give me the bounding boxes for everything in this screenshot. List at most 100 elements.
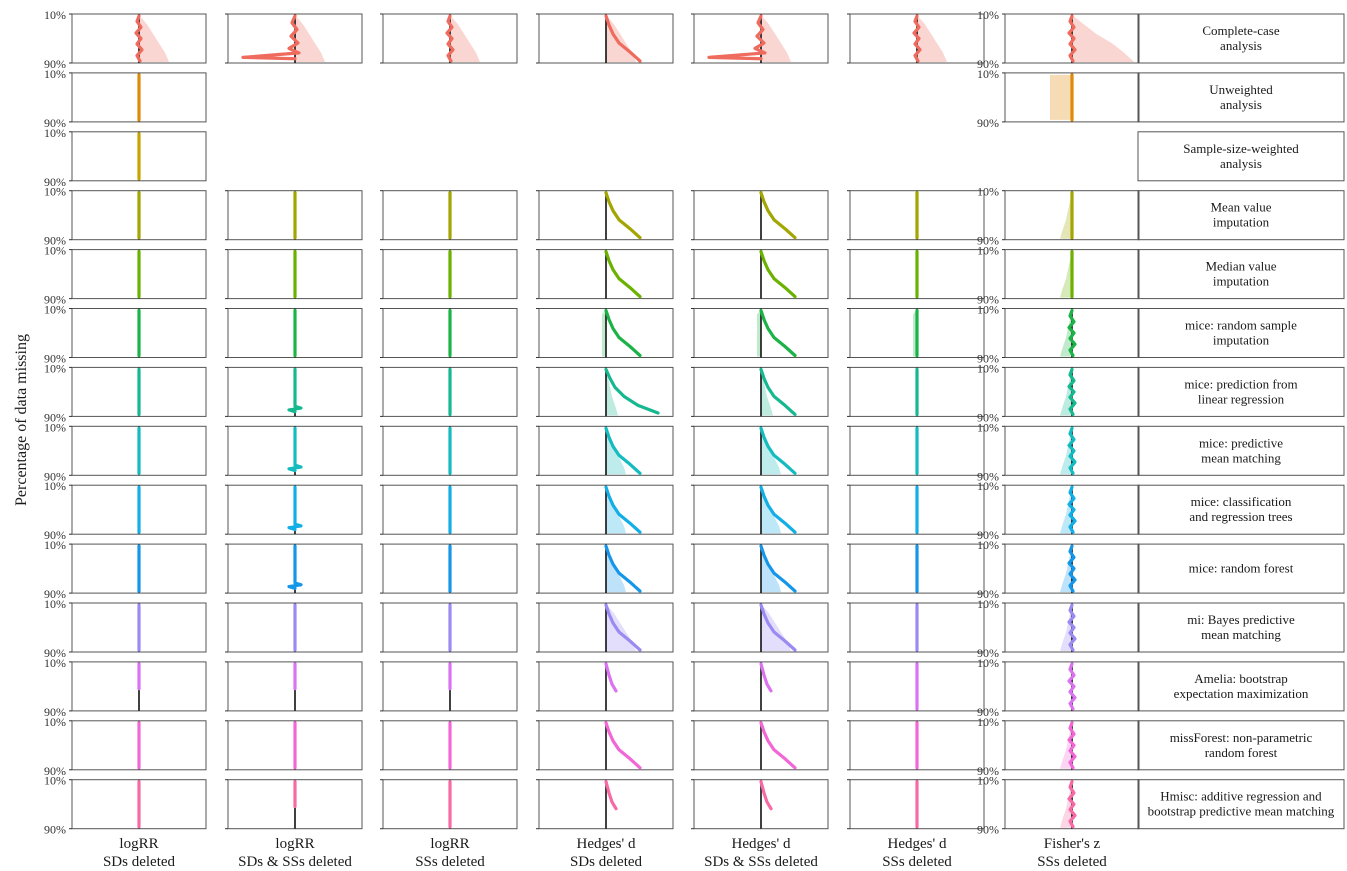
density-area xyxy=(1060,427,1072,475)
row-strip xyxy=(1137,779,1345,830)
y-tick-label: 10% xyxy=(977,479,999,493)
y-tick-label: 10% xyxy=(977,67,999,81)
density-area xyxy=(450,15,480,62)
y-tick-label: 10% xyxy=(44,597,66,611)
row-strip xyxy=(1137,366,1345,417)
density-area xyxy=(1060,721,1072,769)
y-tick-label: 10% xyxy=(44,715,66,729)
y-tick-label: 10% xyxy=(44,774,66,788)
row-strip xyxy=(1137,72,1345,123)
row-strip xyxy=(1137,484,1345,535)
y-tick-label: 90% xyxy=(44,57,66,71)
series-line xyxy=(604,662,618,693)
series-line xyxy=(604,14,642,63)
y-tick-label: 90% xyxy=(977,352,999,366)
density-area xyxy=(1060,368,1072,416)
series-line xyxy=(759,603,797,652)
interval-band xyxy=(1050,74,1072,120)
y-tick-label: 10% xyxy=(977,303,999,317)
series-line xyxy=(759,485,797,534)
density-area xyxy=(606,427,626,475)
series-line xyxy=(604,426,642,475)
y-tick-label: 10% xyxy=(977,244,999,258)
row-strip-label: Hmisc: additive regression and bootstrap … xyxy=(1148,789,1335,819)
y-tick-label: 90% xyxy=(44,293,66,307)
y-tick-label: 90% xyxy=(977,293,999,307)
density-area xyxy=(602,309,606,357)
series-line xyxy=(604,721,642,770)
series-line xyxy=(287,426,303,473)
column-label: Hedges' d SDs deleted xyxy=(570,836,643,870)
series-line xyxy=(1067,426,1077,475)
density-area xyxy=(1060,486,1072,534)
density-area xyxy=(761,427,781,475)
row-strip-label: Complete-case analysis xyxy=(1202,23,1279,53)
y-tick-label: 90% xyxy=(44,410,66,424)
y-tick-label: 10% xyxy=(44,244,66,258)
y-tick-label: 10% xyxy=(977,361,999,375)
row-strip-label: mice: random sample imputation xyxy=(1185,318,1297,348)
series-line xyxy=(707,14,767,61)
series-line xyxy=(604,250,642,299)
series-line xyxy=(604,603,642,652)
row-strip xyxy=(1137,131,1345,182)
series-line xyxy=(604,544,642,593)
y-tick-label: 90% xyxy=(977,469,999,483)
row-strip xyxy=(1137,190,1345,241)
column-label: logRR SDs deleted xyxy=(103,836,176,870)
y-tick-label: 90% xyxy=(44,234,66,248)
series-line xyxy=(759,662,773,693)
density-area xyxy=(1060,545,1072,593)
y-tick-label: 90% xyxy=(44,764,66,778)
density-area xyxy=(761,15,791,62)
series-line xyxy=(912,14,922,63)
y-tick-label: 90% xyxy=(44,705,66,719)
series-line xyxy=(604,780,618,811)
series-line xyxy=(759,308,797,358)
density-area xyxy=(295,15,325,62)
row-strip-label: mice: predictive mean matching xyxy=(1199,435,1283,465)
row-strip-label: Amelia: bootstrap expectation maximizatio… xyxy=(1174,671,1309,701)
row-strip xyxy=(1137,661,1345,712)
series-line xyxy=(287,544,303,591)
y-tick-label: 10% xyxy=(44,303,66,317)
series-line xyxy=(1067,308,1077,358)
column-label: Fisher's z SSs deleted xyxy=(1037,836,1107,870)
y-tick-label: 90% xyxy=(44,175,66,189)
y-tick-label: 90% xyxy=(977,410,999,424)
y-tick-label: 90% xyxy=(977,116,999,130)
density-area xyxy=(917,15,947,62)
row-strip xyxy=(1137,13,1345,64)
y-tick-label: 10% xyxy=(44,361,66,375)
y-tick-label: 90% xyxy=(977,234,999,248)
y-tick-label: 10% xyxy=(977,774,999,788)
row-strip-label: Median value imputation xyxy=(1205,259,1276,289)
column-label: logRR SDs & SSs deleted xyxy=(238,836,352,870)
y-tick-label: 90% xyxy=(977,57,999,71)
y-tick-label: 90% xyxy=(44,469,66,483)
row-strip xyxy=(1137,425,1345,476)
y-tick-label: 90% xyxy=(977,528,999,542)
y-tick-label: 90% xyxy=(44,646,66,660)
y-tick-label: 10% xyxy=(977,597,999,611)
density-area xyxy=(761,368,773,416)
row-strip-label: mice: random forest xyxy=(1189,561,1294,576)
series-line xyxy=(1067,367,1077,416)
y-tick-label: 10% xyxy=(44,420,66,434)
series-line xyxy=(759,780,773,811)
series-line xyxy=(604,308,642,358)
y-tick-label: 10% xyxy=(44,538,66,552)
y-tick-label: 10% xyxy=(44,8,66,22)
y-axis-title: Percentage of data missing xyxy=(13,334,30,506)
y-tick-label: 10% xyxy=(977,185,999,199)
row-strip-label: mi: Bayes predictive mean matching xyxy=(1187,612,1295,642)
series-line xyxy=(134,14,144,63)
column-label: logRR SSs deleted xyxy=(415,836,485,870)
density-area xyxy=(1072,15,1134,62)
series-line xyxy=(759,426,797,475)
series-line xyxy=(1067,721,1077,770)
y-tick-label: 90% xyxy=(977,587,999,601)
density-area xyxy=(606,368,618,416)
series-line xyxy=(604,191,642,240)
